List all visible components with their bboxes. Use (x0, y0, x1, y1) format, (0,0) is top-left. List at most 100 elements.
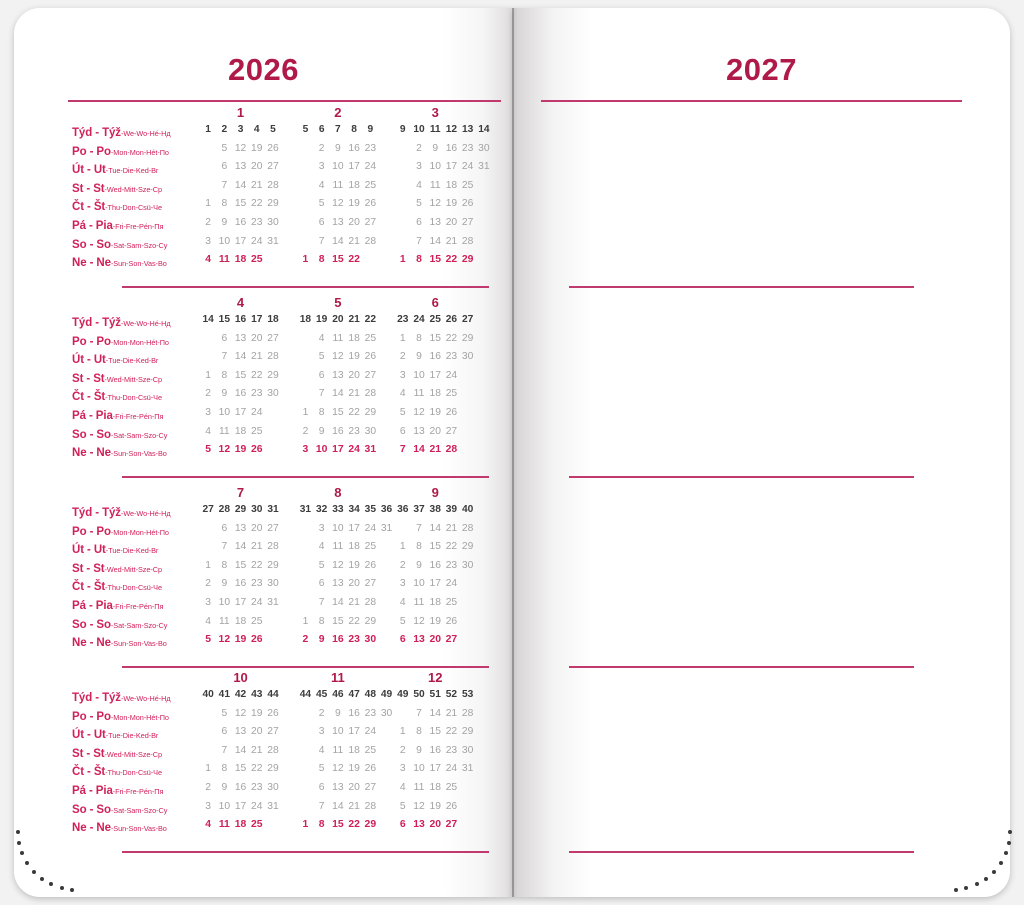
day-cell[interactable]: 8 (416, 541, 422, 553)
day-cell[interactable]: 5 (416, 198, 422, 210)
day-cell[interactable]: 25 (364, 541, 377, 553)
day-cell[interactable]: 10 (413, 369, 425, 381)
day-cell[interactable]: 6 (318, 781, 325, 793)
day-cell[interactable]: 7 (221, 541, 228, 553)
day-cell[interactable]: 30 (461, 559, 474, 571)
day-cell[interactable]: 1 (302, 819, 309, 831)
day-cell[interactable]: 20 (251, 522, 263, 534)
week-number-cell[interactable]: 41 (218, 689, 230, 700)
day-cell[interactable]: 7 (318, 235, 325, 247)
week-number-cell[interactable]: 31 (267, 504, 279, 515)
day-cell[interactable]: 23 (251, 388, 263, 400)
week-number-cell[interactable]: 14 (202, 314, 214, 325)
week-number-cell[interactable]: 5 (302, 124, 309, 135)
day-cell[interactable]: 21 (445, 707, 458, 719)
day-cell[interactable]: 23 (348, 425, 360, 437)
day-cell[interactable]: 29 (267, 559, 279, 571)
day-cell[interactable]: 19 (251, 707, 263, 719)
day-cell[interactable]: 20 (348, 216, 360, 228)
day-cell[interactable]: 21 (348, 388, 360, 400)
week-number-cell[interactable]: 3 (237, 124, 244, 135)
day-cell[interactable]: 24 (251, 596, 263, 608)
week-number-cell[interactable]: 46 (332, 689, 344, 700)
day-cell[interactable]: 24 (461, 161, 474, 173)
day-cell[interactable]: 31 (267, 235, 279, 247)
day-cell[interactable]: 4 (205, 615, 211, 627)
week-number-cell[interactable]: 39 (445, 504, 458, 515)
day-cell[interactable]: 11 (218, 425, 230, 437)
day-cell[interactable]: 6 (221, 161, 228, 173)
week-number-cell[interactable]: 16 (234, 314, 247, 325)
day-cell[interactable]: 14 (234, 351, 247, 363)
day-cell[interactable]: 16 (348, 142, 360, 154)
week-number-cell[interactable]: 9 (399, 124, 406, 135)
day-cell[interactable]: 23 (251, 781, 263, 793)
week-number-cell[interactable]: 31 (299, 504, 312, 515)
day-cell[interactable]: 28 (267, 744, 279, 756)
day-cell[interactable]: 14 (429, 522, 441, 534)
day-cell[interactable]: 6 (416, 216, 422, 228)
day-cell[interactable]: 29 (461, 332, 474, 344)
day-cell[interactable]: 14 (332, 596, 344, 608)
day-cell[interactable]: 1 (205, 198, 211, 210)
day-cell[interactable]: 2 (302, 425, 309, 437)
day-cell[interactable]: 21 (251, 744, 263, 756)
day-cell[interactable]: 4 (318, 179, 325, 191)
day-cell[interactable]: 22 (251, 559, 263, 571)
day-cell[interactable]: 8 (318, 819, 325, 831)
day-cell[interactable]: 3 (205, 800, 211, 812)
day-cell[interactable]: 9 (432, 142, 439, 154)
day-cell[interactable]: 11 (218, 254, 230, 266)
day-cell[interactable]: 1 (205, 763, 211, 775)
day-cell[interactable]: 22 (348, 819, 360, 831)
day-cell[interactable]: 7 (416, 522, 422, 534)
week-number-cell[interactable]: 51 (429, 689, 441, 700)
week-number-cell[interactable]: 53 (461, 689, 474, 700)
day-cell[interactable]: 13 (413, 425, 425, 437)
day-cell[interactable]: 8 (221, 763, 228, 775)
week-number-cell[interactable]: 33 (332, 504, 344, 515)
day-cell[interactable]: 3 (416, 161, 422, 173)
day-cell[interactable]: 19 (429, 406, 441, 418)
day-cell[interactable]: 15 (429, 726, 441, 738)
day-cell[interactable]: 6 (399, 634, 406, 646)
day-cell[interactable]: 30 (267, 216, 279, 228)
day-cell[interactable]: 25 (445, 781, 458, 793)
day-cell[interactable]: 3 (205, 406, 211, 418)
day-cell[interactable]: 9 (221, 216, 228, 228)
day-cell[interactable]: 6 (318, 216, 325, 228)
day-cell[interactable]: 4 (205, 254, 211, 266)
day-cell[interactable]: 16 (445, 142, 458, 154)
week-number-cell[interactable]: 36 (397, 504, 409, 515)
day-cell[interactable]: 21 (445, 235, 458, 247)
week-number-cell[interactable]: 36 (380, 504, 393, 515)
day-cell[interactable]: 23 (445, 351, 458, 363)
day-cell[interactable]: 14 (332, 800, 344, 812)
day-cell[interactable]: 7 (221, 744, 228, 756)
day-cell[interactable]: 18 (234, 425, 247, 437)
day-cell[interactable]: 20 (429, 425, 441, 437)
day-cell[interactable]: 4 (399, 781, 406, 793)
day-cell[interactable]: 29 (364, 819, 377, 831)
day-cell[interactable]: 15 (429, 332, 441, 344)
day-cell[interactable]: 29 (461, 254, 474, 266)
week-number-cell[interactable]: 30 (251, 504, 263, 515)
day-cell[interactable]: 14 (234, 541, 247, 553)
week-number-cell[interactable]: 18 (267, 314, 279, 325)
day-cell[interactable]: 6 (221, 332, 228, 344)
day-cell[interactable]: 8 (416, 726, 422, 738)
day-cell[interactable]: 18 (348, 541, 360, 553)
week-number-cell[interactable]: 42 (234, 689, 247, 700)
day-cell[interactable]: 26 (445, 615, 458, 627)
day-cell[interactable]: 20 (348, 781, 360, 793)
day-cell[interactable]: 13 (332, 578, 344, 590)
day-cell[interactable]: 22 (251, 763, 263, 775)
day-cell[interactable]: 9 (416, 559, 422, 571)
day-cell[interactable]: 7 (399, 444, 406, 456)
day-cell[interactable]: 30 (267, 781, 279, 793)
day-cell[interactable]: 18 (429, 781, 441, 793)
day-cell[interactable]: 17 (332, 444, 344, 456)
day-cell[interactable]: 17 (429, 578, 441, 590)
day-cell[interactable]: 17 (234, 800, 247, 812)
week-number-cell[interactable]: 23 (397, 314, 409, 325)
